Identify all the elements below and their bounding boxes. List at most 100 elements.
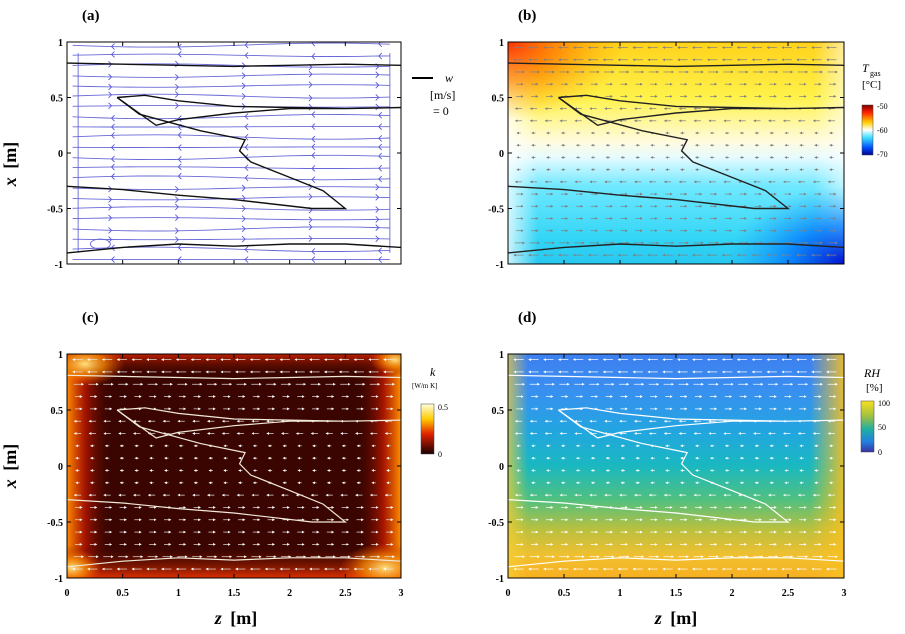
colorbar-b-tick-top: -50 bbox=[877, 102, 888, 111]
y-axis-unit-bottom: [m] bbox=[0, 444, 20, 471]
legend-w-value: = 0 bbox=[433, 104, 449, 118]
streamline-arrow bbox=[108, 83, 113, 91]
streamline-arrow bbox=[375, 235, 380, 243]
colorbar-c-unit: [W/m K] bbox=[412, 382, 437, 390]
y-tick-label: 0.5 bbox=[51, 406, 64, 417]
panel-b: 1 0.5 0 -0.5 -1 (b) T gas [°C] -50 -60 -70 bbox=[488, 8, 888, 271]
streamline-arrow bbox=[108, 214, 113, 222]
y-tick-label: 0 bbox=[58, 462, 63, 473]
colorbar-c-tick-bottom: 0 bbox=[438, 450, 442, 459]
streamline-arrow bbox=[375, 183, 380, 191]
streamline-arrow bbox=[375, 224, 380, 231]
streamline-arrow bbox=[110, 123, 115, 131]
streamline-arrow bbox=[177, 144, 182, 151]
y-axis-var-top: x bbox=[0, 177, 20, 187]
x-tick-label: 3 bbox=[842, 588, 847, 599]
contour-top bbox=[67, 62, 401, 68]
x-tick-label: 2 bbox=[730, 588, 735, 599]
panel-c: 10.50-0.5-10 0.5 1 1.5 2 2.5 3 (c) k [W/m K] 0… bbox=[47, 310, 448, 599]
streamline-arrow bbox=[108, 102, 113, 110]
x-axis-unit-left: [m] bbox=[230, 608, 257, 628]
x-tick-label: 1.5 bbox=[670, 588, 683, 599]
colorbar-c-tick-top: 0.5 bbox=[438, 403, 448, 412]
streamline-arrow bbox=[375, 103, 380, 111]
panel-d: 10.50-0.5-10 0.5 1 1.5 2 2.5 3 (d) RH [%] 100 … bbox=[488, 310, 890, 599]
x-tick-label: 0.5 bbox=[116, 588, 129, 599]
streamline-arrow bbox=[311, 42, 316, 47]
streamline-arrow bbox=[378, 152, 383, 160]
x-axis-unit-right: [m] bbox=[670, 608, 697, 628]
streamline-arrow bbox=[175, 73, 179, 81]
streamline-arrow bbox=[177, 256, 182, 263]
streamline-arrow bbox=[378, 135, 383, 142]
contour-upper_loop bbox=[557, 94, 844, 127]
streamline-arrow bbox=[241, 225, 246, 233]
panel-a-axes: 1 0.5 0 -0.5 -1 bbox=[47, 38, 402, 271]
streamline-arrow bbox=[175, 91, 179, 98]
colorbar-d-unit: [%] bbox=[866, 382, 883, 394]
y-tick-label: 0 bbox=[499, 149, 504, 160]
streamline-arrow bbox=[311, 123, 316, 130]
x-tick-label: 1 bbox=[176, 588, 181, 599]
colorbar-c-var: k bbox=[430, 365, 436, 379]
y-axis-unit-top: [m] bbox=[0, 142, 20, 169]
contour-bottom bbox=[67, 557, 401, 568]
streamline-arrow bbox=[110, 43, 115, 50]
colorbar-d-tick-mid: 50 bbox=[878, 423, 886, 432]
streamline-arrow bbox=[175, 83, 179, 91]
contour-upper_loop bbox=[116, 94, 401, 127]
streamline-arrow bbox=[375, 193, 380, 201]
streamline-arrow bbox=[308, 193, 313, 201]
streamline-arrow bbox=[241, 82, 246, 90]
svg-text:z [m]: z [m] bbox=[214, 608, 258, 628]
y-axis-label-top: x [m] bbox=[0, 142, 20, 187]
streamline-arrow bbox=[177, 163, 182, 171]
streamline-arrow bbox=[308, 223, 313, 231]
y-axis-label-bottom: x [m] bbox=[0, 444, 20, 489]
streamline-arrow bbox=[175, 227, 179, 235]
streamline-arrow bbox=[311, 143, 316, 151]
y-tick-label: -0.5 bbox=[488, 205, 504, 216]
contour-top bbox=[67, 374, 401, 380]
y-axis-var-bottom: x bbox=[0, 479, 20, 489]
streamline-arrow bbox=[308, 94, 313, 102]
streamline-arrow bbox=[241, 92, 246, 100]
streamline-arrow bbox=[244, 123, 249, 131]
streamline-arrow bbox=[311, 256, 316, 263]
svg-text:z [m]: z [m] bbox=[654, 608, 698, 628]
streamline-arrow bbox=[311, 152, 316, 159]
streamline-arrow bbox=[177, 244, 182, 251]
streamline-arrow bbox=[378, 256, 383, 263]
y-tick-label: -0.5 bbox=[47, 205, 63, 216]
x-tick-label: 0 bbox=[65, 588, 70, 599]
streamline-arrow bbox=[241, 235, 246, 243]
y-tick-label: 1 bbox=[499, 350, 504, 361]
contour-bottom bbox=[508, 557, 844, 568]
streamline-arrow bbox=[375, 71, 380, 79]
streamline-arrow bbox=[308, 216, 313, 224]
streamline-arrow bbox=[375, 81, 380, 89]
x-axis-var-left: z bbox=[214, 608, 222, 628]
streamline-arrow bbox=[108, 91, 113, 99]
streamline-arrow bbox=[241, 205, 246, 212]
streamline bbox=[72, 93, 390, 99]
streamline-arrow bbox=[177, 156, 182, 163]
streamline-arrow bbox=[177, 131, 182, 139]
panel-a: 1 0.5 0 -0.5 -1 (a) w [m/s] = 0 bbox=[47, 8, 455, 271]
streamline-arrow bbox=[175, 186, 179, 193]
panel-a-contour bbox=[67, 62, 401, 254]
streamline-arrow bbox=[241, 72, 246, 79]
colorbar-d bbox=[860, 400, 875, 453]
contour-mid_tongue bbox=[67, 96, 348, 210]
streamline-arrow bbox=[110, 163, 115, 171]
streamline-arrow bbox=[110, 173, 115, 180]
streamline-arrow bbox=[175, 60, 179, 68]
streamline-arrow bbox=[108, 227, 113, 234]
streamline bbox=[72, 53, 390, 57]
streamline-arrow bbox=[175, 236, 179, 243]
streamline bbox=[72, 217, 390, 221]
streamline-arrow bbox=[175, 196, 179, 204]
colorbar-b-unit: [°C] bbox=[862, 79, 881, 91]
streamline bbox=[72, 154, 390, 161]
x-axis-label-left: z [m] bbox=[214, 608, 258, 628]
